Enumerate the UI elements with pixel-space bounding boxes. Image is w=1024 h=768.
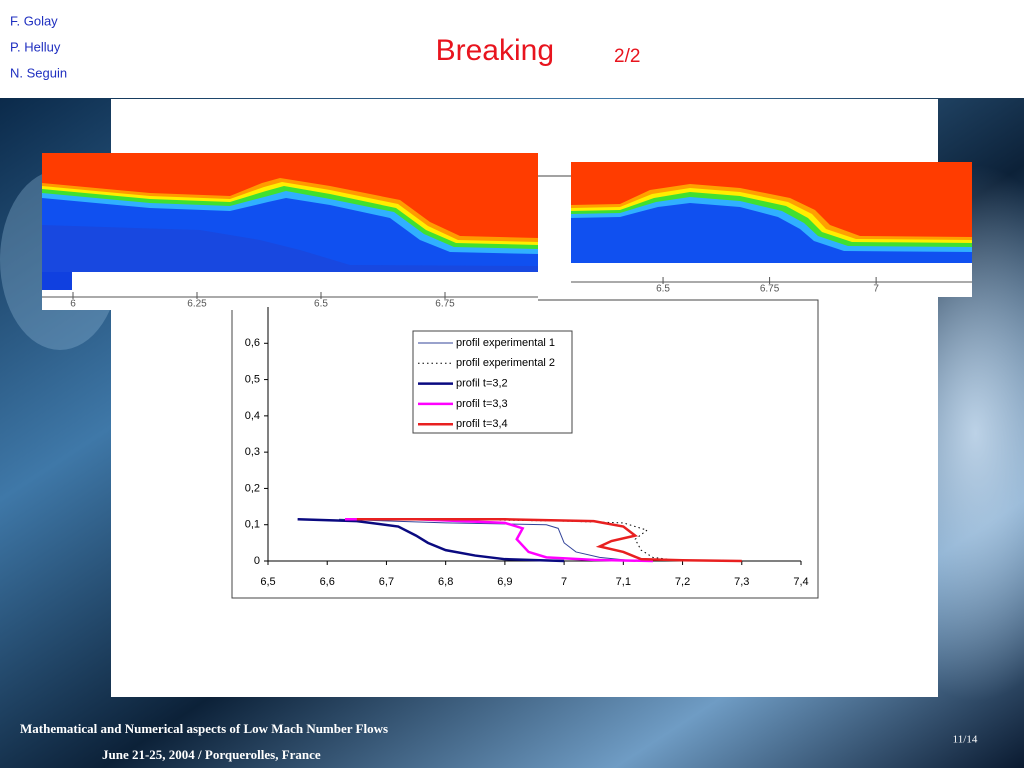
legend-label: profil t=3,3 — [456, 398, 508, 410]
author: F. Golay — [10, 13, 58, 28]
image-bg — [571, 263, 972, 297]
x-tick-label: 7,4 — [793, 576, 808, 588]
x-tick-label: 7,2 — [675, 576, 690, 588]
legend-box — [412, 330, 573, 434]
title: Breaking — [436, 34, 554, 67]
y-tick-label: 0 — [254, 555, 260, 567]
image-tick-label: 6.75 — [760, 284, 780, 295]
x-tick-label: 7 — [561, 576, 567, 588]
series-line — [339, 518, 636, 562]
date-place: June 21-25, 2004 / Porquerolles, France — [102, 747, 321, 762]
colormap-image — [571, 162, 972, 297]
x-tick-label: 6,6 — [320, 576, 335, 588]
legend-label: profil t=3,4 — [456, 418, 508, 430]
legend-label: profil experimental 1 — [456, 337, 555, 349]
water — [42, 225, 538, 272]
x-tick-label: 6,9 — [497, 576, 512, 588]
x-tick-label: 6,5 — [260, 576, 275, 588]
image-tick-label: 6 — [70, 299, 76, 310]
x-tick-label: 7,3 — [734, 576, 749, 588]
x-tick-label: 7,1 — [616, 576, 631, 588]
colormap-image — [42, 153, 538, 310]
image-tick-label: 7 — [873, 284, 879, 295]
y-tick-label: 0,5 — [245, 373, 260, 385]
y-tick-label: 0,3 — [245, 446, 260, 458]
image-tick-label: 6.75 — [435, 299, 455, 310]
y-tick-label: 0,4 — [245, 410, 260, 422]
image-tick-label: 6.5 — [314, 299, 328, 310]
water — [571, 203, 972, 263]
x-tick-label: 6,7 — [379, 576, 394, 588]
header-bg — [0, 0, 1024, 98]
series-line — [356, 518, 742, 563]
x-tick-label: 6,8 — [438, 576, 453, 588]
image-tick-label: 6.25 — [187, 299, 207, 310]
y-tick-label: 0,2 — [245, 482, 260, 494]
subtitle: 2/2 — [614, 46, 640, 67]
y-tick-label: 0,1 — [245, 519, 260, 531]
author: P. Helluy — [10, 39, 61, 54]
series-line — [297, 518, 565, 563]
conference: Mathematical and Numerical aspects of Lo… — [20, 721, 388, 736]
water — [42, 272, 72, 290]
y-tick-label: 0,6 — [245, 337, 260, 349]
image-tick-label: 6.5 — [656, 284, 670, 295]
author: N. Seguin — [10, 65, 67, 80]
legend-label: profil t=3,2 — [456, 378, 508, 390]
legend-label: profil experimental 2 — [456, 357, 555, 369]
page-number: 11/14 — [953, 734, 978, 746]
